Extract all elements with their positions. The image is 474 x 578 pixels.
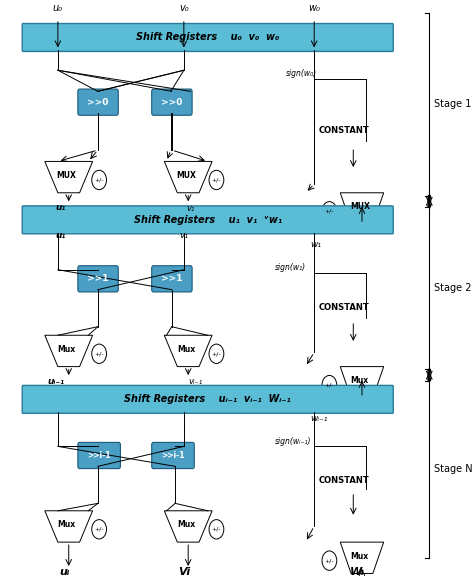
Text: +/-: +/-	[211, 527, 221, 532]
Text: Mux: Mux	[57, 345, 76, 354]
Polygon shape	[164, 335, 212, 366]
Text: >>1: >>1	[87, 275, 109, 283]
Text: u₀: u₀	[53, 3, 63, 13]
Text: CONSTANT: CONSTANT	[319, 303, 369, 312]
Circle shape	[322, 376, 337, 395]
Text: Vi: Vi	[178, 566, 190, 577]
Circle shape	[209, 520, 224, 539]
Circle shape	[92, 520, 107, 539]
Text: sign(w₁): sign(w₁)	[275, 263, 306, 272]
Text: Stage N: Stage N	[434, 464, 472, 474]
Polygon shape	[45, 511, 92, 542]
Text: +/-: +/-	[94, 351, 104, 356]
Text: Wᵢ: Wᵢ	[350, 566, 365, 577]
Circle shape	[209, 171, 224, 190]
Polygon shape	[45, 161, 92, 193]
Circle shape	[92, 171, 107, 190]
Text: Mux: Mux	[57, 520, 76, 529]
Text: sign(wᵢ₋₁): sign(wᵢ₋₁)	[275, 436, 311, 446]
Text: Shift Registers    uᵢ₋₁  vᵢ₋₁  Wᵢ₋₁: Shift Registers uᵢ₋₁ vᵢ₋₁ Wᵢ₋₁	[124, 394, 291, 405]
Text: +/-: +/-	[325, 209, 334, 214]
Text: +/-: +/-	[211, 351, 221, 356]
Text: sign(w₀): sign(w₀)	[286, 69, 317, 78]
Circle shape	[428, 369, 430, 373]
FancyBboxPatch shape	[22, 386, 393, 413]
Text: u₁: u₁	[55, 203, 66, 212]
Text: Shift Registers    u₀  v₀  w₀: Shift Registers u₀ v₀ w₀	[136, 32, 279, 42]
Text: v₁: v₁	[186, 204, 194, 213]
Circle shape	[428, 204, 430, 208]
Text: MUX: MUX	[350, 202, 370, 212]
Polygon shape	[164, 511, 212, 542]
Text: >>1: >>1	[161, 275, 182, 283]
Text: w₁: w₁	[310, 240, 321, 249]
Circle shape	[92, 344, 107, 364]
Text: Stage 2: Stage 2	[434, 283, 471, 293]
Circle shape	[209, 344, 224, 364]
Text: >>0: >>0	[161, 98, 182, 107]
FancyBboxPatch shape	[152, 442, 194, 469]
Text: +/-: +/-	[94, 177, 104, 183]
Polygon shape	[340, 193, 383, 224]
Polygon shape	[45, 335, 92, 366]
Text: uᵢ: uᵢ	[59, 566, 70, 577]
FancyBboxPatch shape	[78, 266, 118, 292]
Polygon shape	[164, 161, 212, 193]
Circle shape	[322, 202, 337, 221]
Circle shape	[428, 373, 430, 377]
Polygon shape	[340, 366, 383, 398]
Text: +/-: +/-	[325, 383, 334, 388]
Text: wᵢ₋₁: wᵢ₋₁	[310, 414, 327, 423]
Circle shape	[428, 195, 430, 199]
Text: >>0: >>0	[87, 98, 109, 107]
Text: v₁: v₁	[180, 231, 189, 240]
Text: v₀: v₀	[179, 3, 189, 13]
FancyBboxPatch shape	[78, 442, 120, 469]
Text: Mux: Mux	[351, 552, 369, 561]
FancyBboxPatch shape	[152, 266, 192, 292]
Circle shape	[428, 377, 430, 381]
Text: +/-: +/-	[94, 527, 104, 532]
Text: Mux: Mux	[177, 520, 195, 529]
Circle shape	[428, 199, 430, 203]
Text: vᵢ₋₁: vᵢ₋₁	[188, 377, 202, 386]
Text: +/-: +/-	[325, 558, 334, 563]
FancyBboxPatch shape	[78, 89, 118, 115]
Text: w₀: w₀	[308, 3, 320, 13]
Text: >>i-1: >>i-1	[161, 451, 185, 460]
Text: u₁: u₁	[55, 231, 66, 240]
Text: Shift Registers    u₁  v₁  ᵛw₁: Shift Registers u₁ v₁ ᵛw₁	[134, 215, 282, 225]
Text: MUX: MUX	[176, 171, 196, 180]
Text: CONSTANT: CONSTANT	[319, 476, 369, 486]
Text: Stage 1: Stage 1	[434, 99, 471, 109]
Text: Mux: Mux	[351, 376, 369, 385]
FancyBboxPatch shape	[152, 89, 192, 115]
Polygon shape	[340, 542, 383, 573]
Text: MUX: MUX	[56, 171, 76, 180]
FancyBboxPatch shape	[22, 206, 393, 234]
Text: >>i-1: >>i-1	[87, 451, 111, 460]
FancyBboxPatch shape	[22, 24, 393, 51]
Text: CONSTANT: CONSTANT	[319, 126, 369, 135]
Text: uᵢ₋₁: uᵢ₋₁	[47, 377, 64, 386]
Text: Mux: Mux	[177, 345, 195, 354]
Text: +/-: +/-	[211, 177, 221, 183]
Circle shape	[322, 551, 337, 570]
